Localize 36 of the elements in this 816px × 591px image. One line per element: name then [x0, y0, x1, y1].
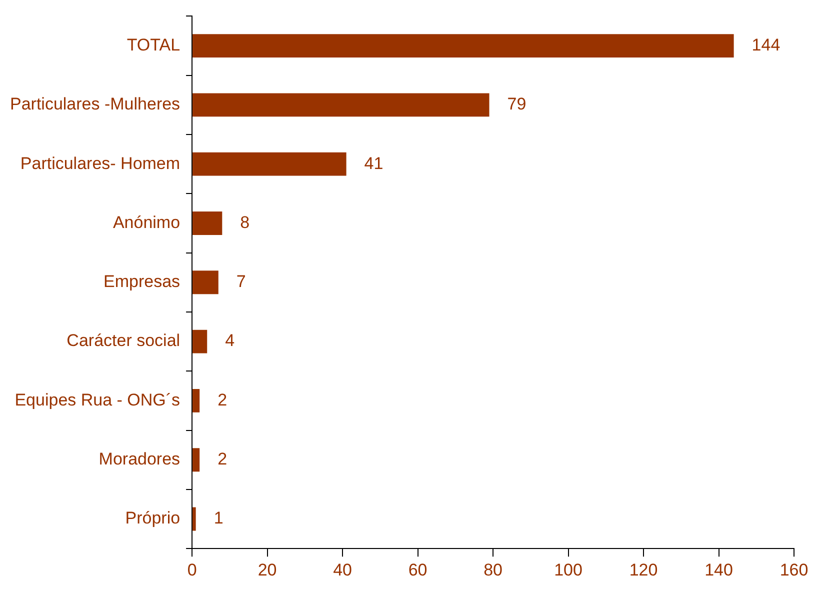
x-tick-label: 0 — [187, 560, 197, 580]
data-label: 7 — [236, 272, 246, 292]
data-label: 2 — [218, 390, 228, 410]
y-tick-label: Equipes Rua - ONG´s — [14, 390, 180, 410]
data-label: 2 — [218, 450, 228, 469]
bar — [192, 330, 208, 354]
y-tick-label: Particulares- Homem — [20, 154, 180, 173]
data-label: 79 — [507, 94, 526, 114]
y-tick-label: Anónimo — [112, 212, 180, 232]
data-label: 144 — [752, 35, 780, 54]
y-tick-label: TOTAL — [126, 35, 180, 54]
y-tick-label: Moradores — [98, 450, 180, 469]
bar — [192, 507, 196, 531]
x-tick-label: 120 — [629, 560, 658, 580]
x-tick-label: 140 — [704, 560, 733, 580]
y-tick-label: Particulares -Mulheres — [10, 94, 180, 114]
x-tick-label: 160 — [780, 560, 808, 580]
bar — [192, 152, 346, 176]
data-label: 41 — [364, 154, 384, 173]
x-tick-label: 80 — [484, 560, 502, 580]
y-tick-label: Carácter social — [66, 331, 180, 350]
data-label: 8 — [240, 212, 250, 232]
y-tick-label: Próprio — [125, 508, 180, 528]
bar — [192, 448, 200, 472]
bar — [192, 93, 490, 117]
bar — [192, 389, 200, 412]
y-tick-label: Empresas — [104, 272, 180, 292]
bar — [192, 212, 222, 235]
data-label: 1 — [214, 508, 224, 528]
bar — [192, 270, 218, 294]
x-tick-label: 60 — [408, 560, 428, 580]
bar — [192, 34, 734, 58]
x-tick-label: 100 — [554, 560, 582, 580]
x-tick-label: 20 — [258, 560, 277, 580]
x-tick-label: 40 — [333, 560, 352, 580]
data-label: 4 — [225, 331, 235, 350]
